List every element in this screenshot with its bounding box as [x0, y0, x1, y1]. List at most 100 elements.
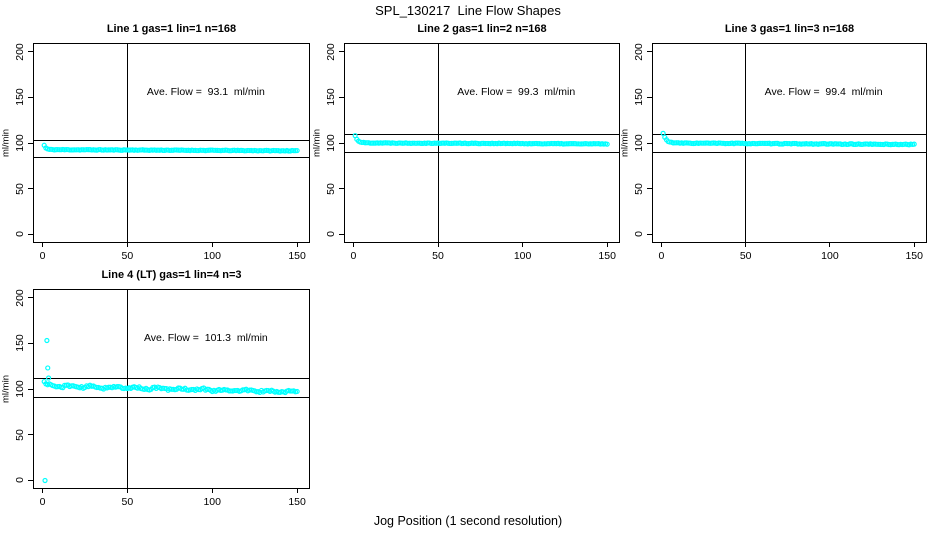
x-tick-mark — [296, 242, 298, 247]
scatter-points — [660, 130, 917, 148]
upper-reference-line — [653, 133, 926, 135]
y-axis-label: ml/min — [0, 375, 12, 403]
y-tick-mark — [339, 142, 344, 144]
y-tick-label: 200 — [14, 288, 26, 307]
data-point — [850, 141, 857, 147]
x-tick-label: 150 — [288, 250, 306, 262]
data-point — [734, 140, 740, 146]
subplot-line-4: Line 4 (LT) gas=1 lin=4 n=3 Ave. Flow = … — [1, 269, 310, 508]
upper-reference-line — [34, 378, 309, 380]
data-point — [889, 141, 895, 148]
x-tick-mark — [606, 242, 608, 247]
y-tick-label: 100 — [325, 134, 337, 152]
lower-reference-line — [345, 152, 619, 154]
ave-flow-annotation: Ave. Flow = 99.4 ml/min — [764, 86, 883, 98]
y-tick-mark — [647, 96, 652, 98]
data-point — [67, 147, 73, 153]
x-tick-label: 100 — [203, 496, 221, 508]
x-tick-mark — [522, 242, 524, 247]
y-tick-mark — [647, 51, 652, 52]
x-tick-mark — [296, 488, 298, 493]
subplot-title: Line 3 gas=1 lin=3 n=168 — [724, 23, 855, 35]
y-tick-label: 0 — [14, 231, 26, 238]
y-tick-mark — [28, 342, 33, 344]
y-tick-mark — [339, 188, 344, 190]
y-tick-label: 200 — [325, 42, 337, 61]
y-tick-label: 50 — [14, 428, 26, 441]
data-point — [231, 387, 237, 394]
y-tick-label: 0 — [325, 231, 337, 238]
lower-reference-line — [34, 396, 309, 398]
data-point — [46, 375, 52, 381]
y-tick-label: 0 — [633, 231, 645, 238]
x-tick-mark — [211, 488, 213, 493]
data-point — [699, 140, 705, 146]
x-tick-mark — [660, 242, 662, 247]
x-tick-mark — [437, 242, 439, 247]
x-tick-mark — [126, 242, 128, 247]
upper-reference-line — [345, 134, 619, 136]
scatter-points — [352, 132, 610, 147]
vertical-reference-line — [126, 44, 128, 242]
data-point — [761, 140, 767, 147]
x-tick-label: 0 — [658, 250, 665, 262]
x-tick-label: 50 — [121, 250, 134, 262]
data-point — [42, 477, 48, 484]
y-axis-label: ml/min — [619, 129, 631, 157]
x-tick-label: 100 — [513, 250, 532, 262]
data-point — [219, 147, 226, 153]
ave-flow-annotation: Ave. Flow = 101.3 ml/min — [143, 332, 268, 344]
y-tick-mark — [28, 434, 33, 436]
y-tick-mark — [28, 388, 33, 390]
y-tick-mark — [28, 51, 33, 52]
data-point — [563, 141, 570, 147]
data-point — [371, 140, 377, 146]
scatter-points — [41, 142, 300, 154]
y-tick-label: 100 — [14, 380, 26, 398]
data-point — [141, 147, 147, 153]
data-point — [410, 140, 416, 146]
y-tick-label: 200 — [14, 42, 26, 61]
y-tick-mark — [339, 233, 344, 235]
x-tick-label: 0 — [350, 250, 357, 262]
data-point — [294, 388, 300, 395]
data-point — [44, 337, 50, 344]
data-point — [781, 140, 788, 147]
y-tick-mark — [647, 188, 652, 190]
lower-reference-line — [653, 152, 926, 154]
y-tick-label: 50 — [14, 182, 26, 195]
x-axis-label: Jog Position (1 second resolution) — [373, 514, 563, 528]
x-tick-mark — [41, 242, 43, 247]
data-point — [570, 141, 576, 147]
data-point — [211, 147, 217, 153]
x-tick-label: 0 — [39, 250, 46, 262]
data-point — [45, 365, 51, 371]
upper-reference-line — [34, 140, 309, 142]
y-tick-mark — [339, 96, 344, 98]
data-point — [567, 141, 573, 147]
y-tick-label: 150 — [14, 334, 26, 353]
x-tick-label: 50 — [739, 250, 752, 262]
subplot-line-3: Line 3 gas=1 lin=3 n=168 Ave. Flow = 99.… — [620, 23, 927, 262]
x-tick-mark — [41, 488, 43, 493]
y-tick-mark — [28, 479, 33, 481]
x-tick-label: 150 — [288, 496, 306, 508]
ave-flow-annotation: Ave. Flow = 93.1 ml/min — [146, 86, 265, 98]
y-tick-mark — [647, 142, 652, 144]
x-tick-label: 100 — [821, 250, 839, 262]
x-tick-label: 50 — [432, 250, 444, 262]
x-tick-mark — [745, 242, 747, 247]
ave-flow-annotation: Ave. Flow = 99.3 ml/min — [457, 86, 576, 98]
y-tick-mark — [28, 297, 33, 298]
x-tick-mark — [126, 488, 128, 493]
y-tick-label: 50 — [325, 182, 337, 195]
subplot-line-2: Line 2 gas=1 lin=2 n=168 Ave. Flow = 99.… — [312, 23, 620, 262]
y-tick-label: 150 — [14, 88, 26, 107]
subplot-title: Line 2 gas=1 lin=2 n=168 — [417, 23, 547, 35]
y-axis-label: ml/min — [311, 129, 323, 157]
y-tick-mark — [28, 96, 33, 98]
subplot-title: Line 4 (LT) gas=1 lin=4 n=3 — [101, 269, 242, 281]
lower-reference-line — [34, 157, 309, 159]
data-point — [535, 141, 541, 147]
